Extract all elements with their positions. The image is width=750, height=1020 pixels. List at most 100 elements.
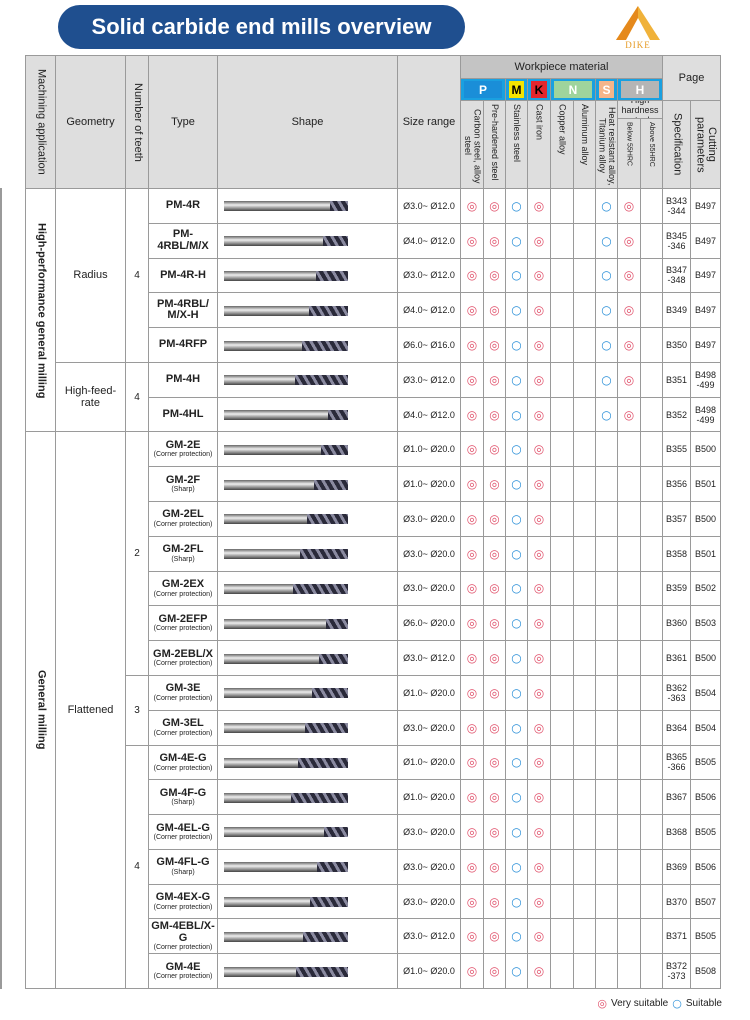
rating-cell: ◎ bbox=[527, 883, 551, 920]
type-name: GM-4EL-G bbox=[156, 821, 210, 834]
tool-flute bbox=[291, 792, 348, 803]
rating-cell bbox=[0, 779, 2, 816]
tool-flute bbox=[296, 966, 348, 977]
shape-cell bbox=[217, 640, 398, 676]
tool-flute bbox=[295, 375, 348, 386]
page-title: Solid carbide end mills overview bbox=[58, 5, 465, 49]
rating-cell: ○ bbox=[505, 709, 528, 746]
type-name: GM-2E bbox=[165, 438, 201, 451]
rating-cell bbox=[617, 605, 641, 642]
rating-cell bbox=[640, 744, 663, 781]
type-cell: GM-2FL (Sharp) bbox=[148, 535, 218, 572]
type-name: GM-3E bbox=[165, 682, 201, 695]
tool-shank bbox=[224, 444, 321, 455]
rating-cell bbox=[550, 570, 574, 607]
tool-flute bbox=[323, 236, 348, 247]
type-note: (Corner protection) bbox=[153, 834, 213, 842]
size-cell: Ø3.0~ Ø20.0 bbox=[397, 709, 461, 746]
cutting-cell: B500 bbox=[690, 640, 721, 676]
header-specification-text: Specification bbox=[671, 113, 684, 176]
type-note: (Corner protection) bbox=[153, 660, 213, 668]
rating-cell bbox=[595, 501, 618, 537]
type-cell: GM-4FL-G (Sharp) bbox=[148, 848, 218, 885]
type-cell: PM-4HL bbox=[148, 396, 218, 433]
type-name: PM-4HL bbox=[162, 407, 204, 420]
rating-cell bbox=[595, 744, 618, 781]
material-column: Copper alloy bbox=[550, 100, 574, 189]
rating-cell: ◎ bbox=[527, 709, 551, 746]
tool-shank bbox=[224, 618, 326, 629]
rating-cell bbox=[0, 709, 2, 746]
type-cell: GM-4E (Corner protection) bbox=[148, 953, 218, 989]
type-cell: GM-2EBL/X (Corner protection) bbox=[148, 640, 218, 676]
size-cell: Ø1.0~ Ø20.0 bbox=[397, 744, 461, 781]
rating-cell: ◎ bbox=[527, 744, 551, 781]
rating-cell bbox=[617, 501, 641, 537]
specification-cell: B355 bbox=[662, 431, 691, 468]
rating-cell: ◎ bbox=[483, 257, 506, 294]
rating-cell bbox=[550, 501, 574, 537]
cutting-cell: B500 bbox=[690, 501, 721, 537]
rating-cell bbox=[0, 953, 2, 989]
type-name: GM-4E bbox=[165, 960, 201, 973]
rating-cell bbox=[617, 814, 641, 850]
rating-cell bbox=[550, 605, 574, 642]
rating-cell: ○ bbox=[595, 222, 618, 259]
rating-cell bbox=[573, 188, 596, 224]
type-note: (Corner protection) bbox=[153, 944, 213, 952]
shape-cell bbox=[217, 222, 398, 259]
teeth-cell: 2 bbox=[125, 431, 149, 676]
material-letter-text: P bbox=[478, 82, 487, 97]
size-cell: Ø3.0~ Ø20.0 bbox=[397, 814, 461, 850]
rating-cell: ◎ bbox=[483, 605, 506, 642]
material-letter: S bbox=[595, 78, 618, 101]
type-cell: GM-2F (Sharp) bbox=[148, 466, 218, 503]
rating-cell: ○ bbox=[505, 257, 528, 294]
rating-cell: ◎ bbox=[527, 640, 551, 676]
shape-cell bbox=[217, 744, 398, 781]
material-column: Carbon steel, alloy steel bbox=[460, 100, 484, 189]
rating-cell bbox=[550, 535, 574, 572]
rating-cell: ◎ bbox=[460, 327, 484, 363]
rating-cell: ◎ bbox=[460, 292, 484, 329]
header-material: Workpiece material bbox=[460, 55, 663, 79]
type-cell: GM-2EL (Corner protection) bbox=[148, 501, 218, 537]
size-cell: Ø4.0~ Ø12.0 bbox=[397, 396, 461, 433]
type-note: (Sharp) bbox=[171, 799, 195, 807]
rating-cell bbox=[617, 709, 641, 746]
tool-shank bbox=[224, 514, 307, 525]
rating-cell: ◎ bbox=[483, 361, 506, 398]
cutting-cell: B506 bbox=[690, 848, 721, 885]
rating-cell bbox=[0, 431, 2, 468]
specification-cell: B349 bbox=[662, 292, 691, 329]
cutting-cell: B504 bbox=[690, 709, 721, 746]
rating-cell: ○ bbox=[595, 188, 618, 224]
rating-cell: ◎ bbox=[617, 292, 641, 329]
specification-cell: B350 bbox=[662, 327, 691, 363]
tool-flute bbox=[307, 514, 348, 525]
material-letter-text: K bbox=[534, 82, 544, 97]
size-cell: Ø3.0~ Ø20.0 bbox=[397, 535, 461, 572]
size-cell: Ø3.0~ Ø20.0 bbox=[397, 570, 461, 607]
tool-flute bbox=[302, 340, 348, 351]
rating-cell bbox=[550, 883, 574, 920]
rating-cell: ○ bbox=[505, 292, 528, 329]
cutting-cell: B505 bbox=[690, 744, 721, 781]
rating-cell bbox=[573, 535, 596, 572]
rating-cell bbox=[573, 883, 596, 920]
rating-cell bbox=[617, 744, 641, 781]
rating-cell bbox=[640, 431, 663, 468]
material-column-text: Pre-hardened steel bbox=[490, 104, 501, 181]
rating-cell: ○ bbox=[505, 327, 528, 363]
header-application: Machining application bbox=[25, 55, 56, 189]
rating-cell: ◎ bbox=[483, 292, 506, 329]
type-cell: PM-4R bbox=[148, 188, 218, 224]
rating-cell bbox=[573, 222, 596, 259]
specification-cell: B357 bbox=[662, 501, 691, 537]
type-name: GM-2EX bbox=[161, 578, 205, 591]
material-column-text: Below 55HRC bbox=[625, 122, 633, 166]
rating-cell bbox=[617, 570, 641, 607]
type-note: (Sharp) bbox=[171, 868, 195, 876]
tool-shank bbox=[224, 931, 303, 942]
